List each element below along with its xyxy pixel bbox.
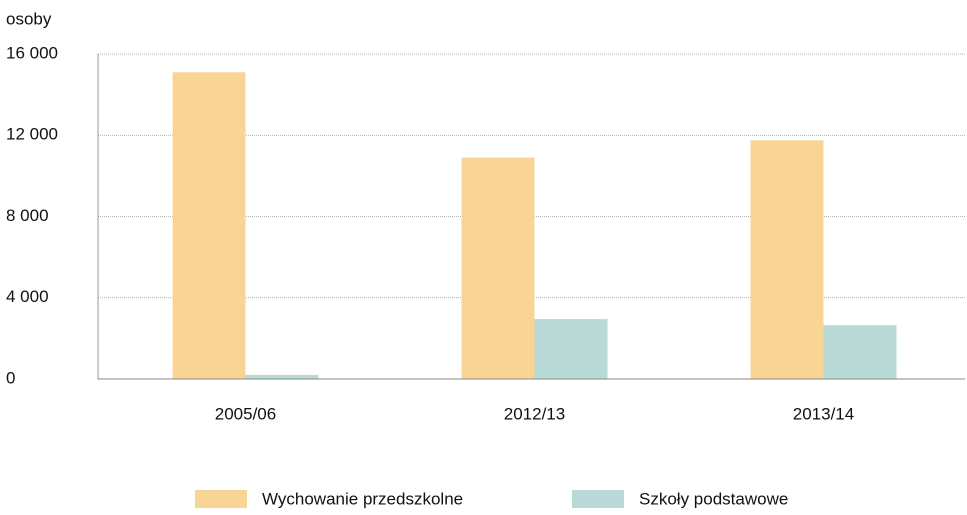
y-tick-label: 12 000 — [6, 125, 58, 144]
y-tick-label: 8 000 — [6, 206, 49, 225]
x-tick-label: 2005/06 — [215, 404, 276, 423]
x-tick-label: 2013/14 — [793, 404, 854, 423]
bar — [172, 72, 246, 379]
y-tick-label: 0 — [6, 368, 15, 387]
x-tick-label: 2012/13 — [504, 404, 565, 423]
y-tick-label: 4 000 — [6, 287, 49, 306]
legend-label: Szkoły podstawowe — [639, 489, 788, 508]
legend-label: Wychowanie przedszkolne — [262, 489, 463, 508]
bar — [245, 374, 319, 379]
bar — [534, 319, 608, 379]
bar — [750, 140, 824, 379]
y-tick-label: 16 000 — [6, 43, 58, 62]
legend-swatch — [195, 490, 247, 508]
bar — [461, 157, 535, 379]
bar — [823, 325, 897, 379]
legend-swatch — [572, 490, 624, 508]
y-axis-label: osoby — [6, 9, 52, 28]
